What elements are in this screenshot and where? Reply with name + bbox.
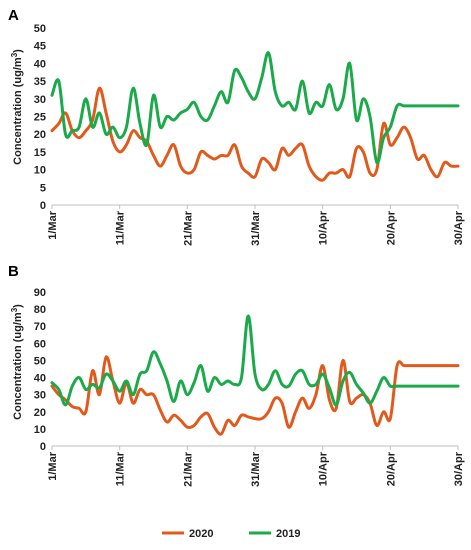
panel-a-xtick-label: 11/Mar (115, 210, 127, 245)
panel-a-label: A (8, 7, 19, 24)
panel-b-label: B (8, 263, 19, 280)
panel-a-ytick-10: 10 (34, 165, 46, 177)
panel-a-axes: 0 5 10 15 20 25 30 35 40 45 50 1/Mar 11/Mar 21/Mar 31/… (34, 23, 465, 246)
panel-a-xtick-label: 30/Apr (453, 210, 465, 245)
panel-b-ytick-70: 70 (34, 321, 46, 333)
panel-a-series-2020-line (50, 86, 460, 182)
panel-b-ytick-50: 50 (34, 355, 46, 367)
panel-b-xtick-label: 30/Apr (453, 451, 465, 486)
panel-b-ytick-60: 60 (34, 338, 46, 350)
panel-b-ytick-40: 40 (34, 373, 46, 385)
panel-a-ytick-15: 15 (34, 147, 46, 159)
panel-b-xtick-label: 21/Mar (182, 451, 194, 487)
panel-b-xtick-label: 10/Apr (318, 451, 330, 486)
panel-b-xtick-label: 31/Mar (250, 451, 262, 487)
panel-a-ytick-45: 45 (34, 41, 46, 53)
legend-label-2020: 2020 (189, 528, 213, 540)
legend-label-2019: 2019 (276, 528, 300, 540)
panel-b-xtick-label: 20/Apr (385, 451, 397, 486)
panel-b-ytick-90: 90 (34, 287, 46, 299)
panel-b-ytick-80: 80 (34, 304, 46, 316)
panel-a-xtick-label: 10/Apr (318, 210, 330, 245)
panel-b-series-2020-line (50, 355, 460, 436)
panel-a-xtick-label: 31/Mar (250, 210, 262, 246)
panel-a-y-axis-label: Concentration (ug/m3) (10, 49, 24, 165)
panel-b-xtick-label: 11/Mar (115, 451, 127, 486)
panel-b-ytick-30: 30 (34, 390, 46, 402)
panel-a-series (50, 51, 460, 182)
legend: 2020 2019 (162, 528, 300, 540)
panel-a-ytick-40: 40 (34, 58, 46, 70)
panel-b-axes: 0 10 20 30 40 50 60 70 80 90 1/Mar 11/Mar 21/Mar 31/M… (34, 287, 465, 487)
panel-a-ytick-5: 5 (40, 182, 46, 194)
panel-a-xtick-label: 1/Mar (47, 210, 59, 239)
panel-a-xtick-label: 21/Mar (182, 210, 194, 246)
panel-b-ytick-20: 20 (34, 407, 46, 419)
panel-a-ytick-20: 20 (34, 129, 46, 141)
panel-a: A Concentration (ug/m3) 0 5 10 15 20 25 30 35 40… (8, 7, 465, 246)
panel-b-y-axis-label: Concentration (ug/m3) (10, 304, 24, 420)
panel-a-ytick-50: 50 (34, 23, 46, 35)
panel-a-series-2019-line (50, 51, 460, 165)
panel-a-ytick-0: 0 (40, 200, 46, 212)
panel-a-ytick-25: 25 (34, 112, 46, 124)
panel-b: B Concentration (ug/m3) 0 10 20 30 40 50 60 70 8… (8, 263, 465, 487)
panel-b-ytick-0: 0 (40, 441, 46, 453)
panel-b-series (50, 314, 460, 436)
panel-b-xtick-label: 1/Mar (47, 451, 59, 480)
panel-a-xtick-label: 20/Apr (385, 210, 397, 245)
panel-a-ytick-35: 35 (34, 76, 46, 88)
panel-a-ytick-30: 30 (34, 94, 46, 106)
panel-b-ytick-10: 10 (34, 424, 46, 436)
panel-b-series-2019-line (50, 314, 460, 407)
